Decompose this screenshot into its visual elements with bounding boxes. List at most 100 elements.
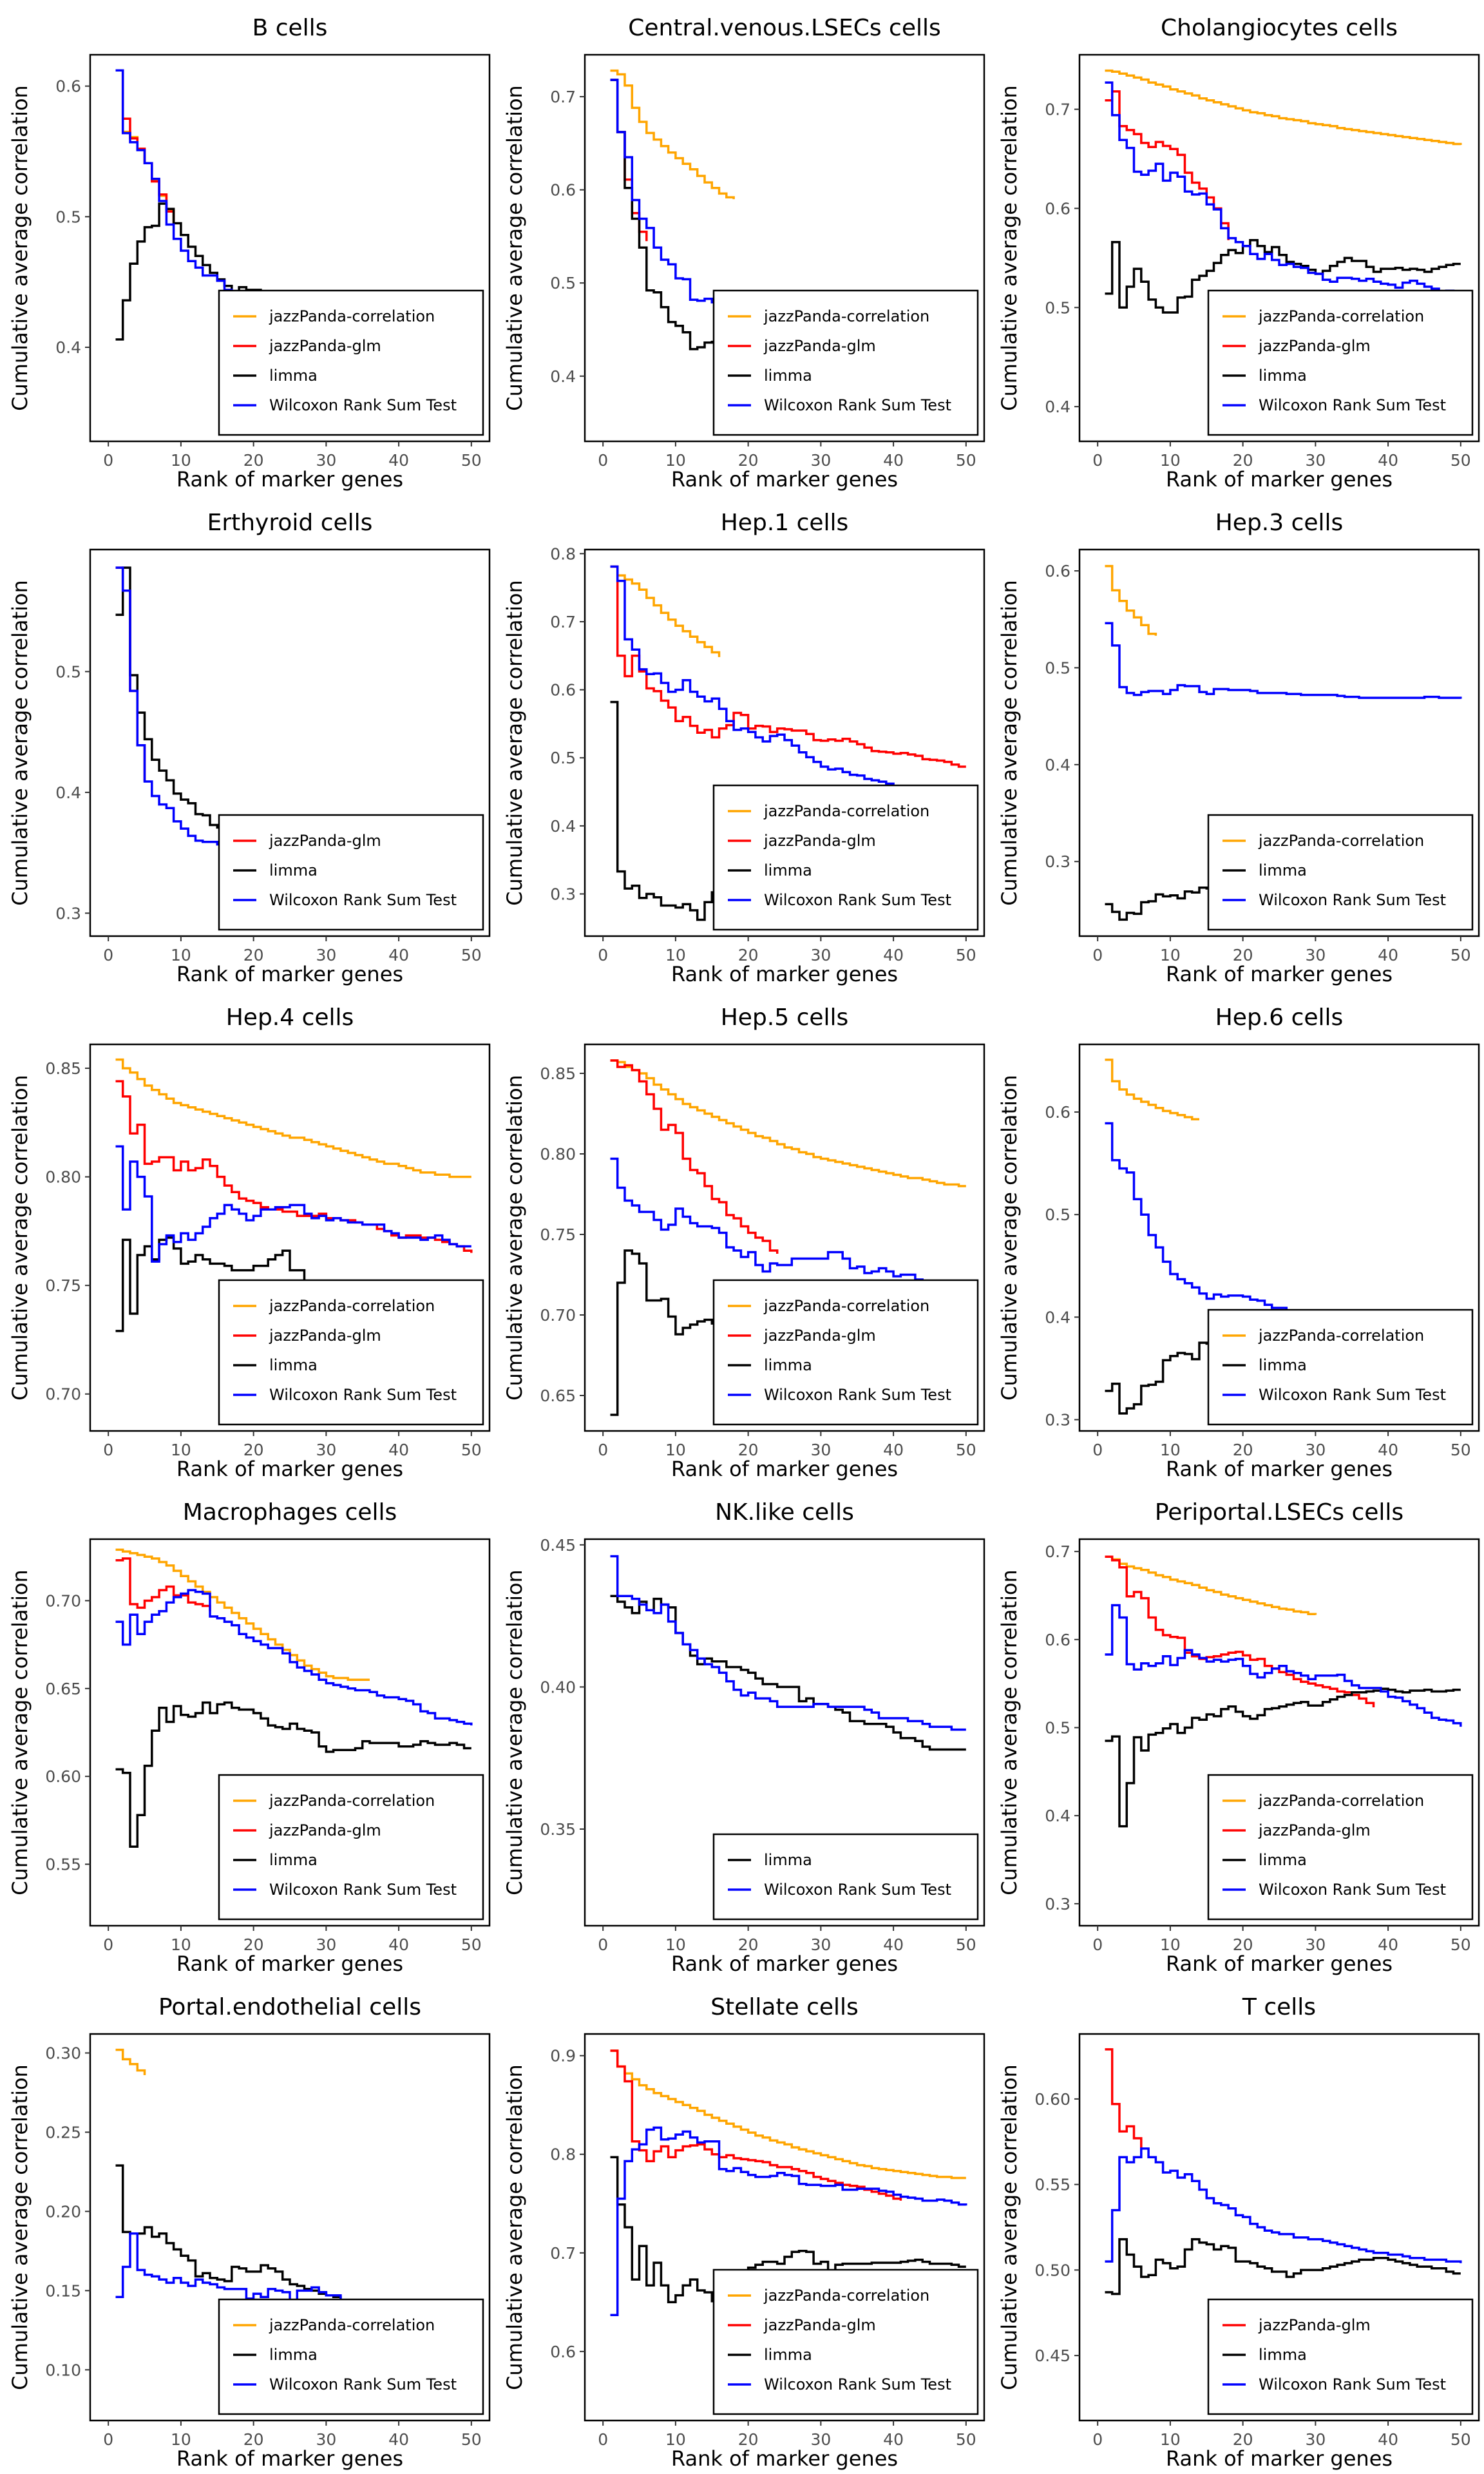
y-tick-label: 0.5 — [55, 207, 81, 226]
plot-frame — [584, 2033, 985, 2422]
y-axis-label: Cumulative average correlation — [8, 580, 32, 906]
y-tick-label: 0.4 — [55, 783, 81, 802]
panel-title: B cells — [252, 15, 328, 41]
chart-svg: T cells 0.45 0.50 0.55 0.60 0 10 20 30 40 50 Ran… — [997, 1994, 1480, 2471]
series-line-limma — [610, 2156, 966, 2304]
panel-title: Hep.4 cells — [226, 1004, 354, 1031]
legend-label: jazzPanda-correlation — [1258, 307, 1424, 325]
plot-frame — [584, 1538, 985, 1927]
x-tick-label: 50 — [1451, 1441, 1471, 1459]
x-tick-label: 10 — [665, 451, 686, 470]
series-line-jazzpanda-glm — [1105, 90, 1230, 240]
y-axis: 0.3 0.4 0.5 — [55, 662, 90, 923]
series-line-wilcoxon-rank-sum-test — [1105, 2147, 1462, 2263]
plot-marks — [115, 2048, 364, 2305]
x-tick-label: 40 — [883, 2430, 904, 2449]
series-line-wilcoxon-rank-sum-test — [115, 1145, 471, 1263]
legend-label: jazzPanda-correlation — [1258, 1792, 1424, 1810]
x-tick-label: 30 — [810, 1935, 831, 1954]
legend: jazzPanda-correlation jazzPanda-glm limma W… — [712, 1279, 979, 1426]
y-tick-label: 0.3 — [55, 904, 81, 923]
series-line-wilcoxon-rank-sum-test — [1105, 1604, 1462, 1727]
y-axis-label: Cumulative average correlation — [502, 85, 527, 411]
series-line-jazzpanda-correlation — [1105, 69, 1462, 146]
legend-label: Wilcoxon Rank Sum Test — [764, 891, 951, 909]
x-axis-label: Rank of marker genes — [671, 467, 898, 492]
plot-marks — [115, 1548, 473, 1848]
y-axis: 0.65 0.70 0.75 0.80 0.85 — [540, 1064, 585, 1405]
chart-svg: Cholangiocytes cells 0.4 0.5 0.6 0.7 0 10 20 3… — [997, 15, 1480, 492]
series-line-wilcoxon-rank-sum-test — [115, 69, 233, 292]
legend-label: jazzPanda-correlation — [763, 1297, 929, 1315]
chart-svg: Periportal.LSECs cells 0.3 0.4 0.5 0.6 0.7 0… — [997, 1499, 1480, 1976]
series-line-wilcoxon-rank-sum-test — [115, 1589, 473, 1726]
legend-label: jazzPanda-correlation — [763, 802, 929, 820]
legend-label: jazzPanda-glm — [763, 1327, 876, 1345]
x-tick-label: 20 — [243, 1935, 264, 1954]
x-tick-label: 20 — [738, 1935, 759, 1954]
x-tick-label: 10 — [665, 2430, 686, 2449]
series-line-limma — [115, 2164, 364, 2305]
chart-panel-stellate-cells: Stellate cells 0.6 0.7 0.8 0.9 0 10 20 30 40 50 … — [495, 1979, 989, 2474]
legend-label: limma — [1259, 2346, 1307, 2364]
panel-title: Stellate cells — [710, 1994, 859, 2020]
legend-label: Wilcoxon Rank Sum Test — [764, 396, 951, 414]
x-tick-label: 10 — [1160, 451, 1181, 470]
y-axis: 0.4 0.5 0.6 0.7 — [550, 88, 585, 386]
x-axis: 0 10 20 30 40 50 — [103, 1431, 482, 1459]
x-tick-label: 0 — [1092, 451, 1103, 470]
y-axis-label: Cumulative average correlation — [8, 2064, 32, 2390]
x-tick-label: 0 — [103, 2430, 113, 2449]
x-tick-label: 0 — [103, 1441, 113, 1459]
chart-svg: Hep.1 cells 0.3 0.4 0.5 0.6 0.7 0.8 0 10 20 30 40… — [502, 510, 985, 986]
chart-panel-hep-6-cells: Hep.6 cells 0.3 0.4 0.5 0.6 0 10 20 30 40 50 Ran… — [989, 990, 1484, 1484]
legend: jazzPanda-correlation jazzPanda-glm limma W… — [218, 289, 484, 436]
y-axis-label: Cumulative average correlation — [997, 85, 1022, 411]
x-tick-label: 10 — [665, 946, 686, 964]
x-tick-label: 50 — [461, 451, 482, 470]
x-tick-label: 40 — [883, 1441, 904, 1459]
x-axis-label: Rank of marker genes — [671, 962, 898, 986]
x-tick-label: 40 — [388, 1935, 409, 1954]
legend-label: limma — [764, 861, 812, 879]
x-tick-label: 0 — [1092, 1441, 1103, 1459]
x-tick-label: 40 — [883, 946, 904, 964]
x-axis-label: Rank of marker genes — [176, 1951, 403, 1976]
y-tick-label: 0.6 — [1045, 1103, 1070, 1122]
y-tick-label: 0.7 — [1045, 101, 1070, 119]
legend-label: jazzPanda-correlation — [269, 307, 435, 325]
x-tick-label: 20 — [738, 2430, 759, 2449]
legend-label: Wilcoxon Rank Sum Test — [269, 1881, 457, 1899]
x-tick-label: 20 — [738, 946, 759, 964]
chart-panel-periportal-lsecs-cells: Periportal.LSECs cells 0.3 0.4 0.5 0.6 0.7 0… — [989, 1484, 1484, 1979]
x-tick-label: 0 — [598, 1935, 608, 1954]
legend-box — [1207, 1309, 1474, 1426]
chart-svg: B cells 0.4 0.5 0.6 0 10 20 30 40 50 Rank of ma… — [8, 15, 491, 492]
x-tick-label: 10 — [665, 1935, 686, 1954]
series-line-jazzpanda-glm — [1105, 1555, 1375, 1707]
chart-panel-portal-endothelial-cells: Portal.endothelial cells 0.10 0.15 0.20 0.2… — [0, 1979, 495, 2474]
legend-label: jazzPanda-glm — [763, 2316, 876, 2334]
y-axis-label: Cumulative average correlation — [502, 1075, 527, 1401]
legend-box — [218, 289, 484, 436]
x-tick-label: 50 — [956, 2430, 976, 2449]
series-line-limma — [115, 202, 269, 341]
panel-title: Hep.1 cells — [721, 510, 849, 536]
y-tick-label: 0.7 — [550, 88, 576, 106]
y-tick-label: 0.75 — [45, 1276, 81, 1295]
y-tick-label: 0.3 — [550, 885, 576, 904]
legend-box — [1207, 814, 1474, 931]
y-tick-label: 0.3 — [1045, 852, 1070, 871]
x-tick-label: 50 — [461, 946, 482, 964]
legend-box — [1207, 2298, 1474, 2415]
x-axis: 0 10 20 30 40 50 — [103, 936, 482, 964]
chart-svg: Macrophages cells 0.55 0.60 0.65 0.70 0 10 20… — [8, 1499, 491, 1976]
plot-marks — [1105, 1059, 1295, 1415]
y-tick-label: 0.85 — [540, 1064, 576, 1083]
chart-panel-b-cells: B cells 0.4 0.5 0.6 0 10 20 30 40 50 Rank of ma… — [0, 0, 495, 495]
x-tick-label: 50 — [461, 2430, 482, 2449]
x-axis: 0 10 20 30 40 50 — [1092, 936, 1471, 964]
legend-box — [218, 1774, 484, 1921]
x-tick-label: 30 — [810, 946, 831, 964]
y-axis-label: Cumulative average correlation — [502, 580, 527, 906]
